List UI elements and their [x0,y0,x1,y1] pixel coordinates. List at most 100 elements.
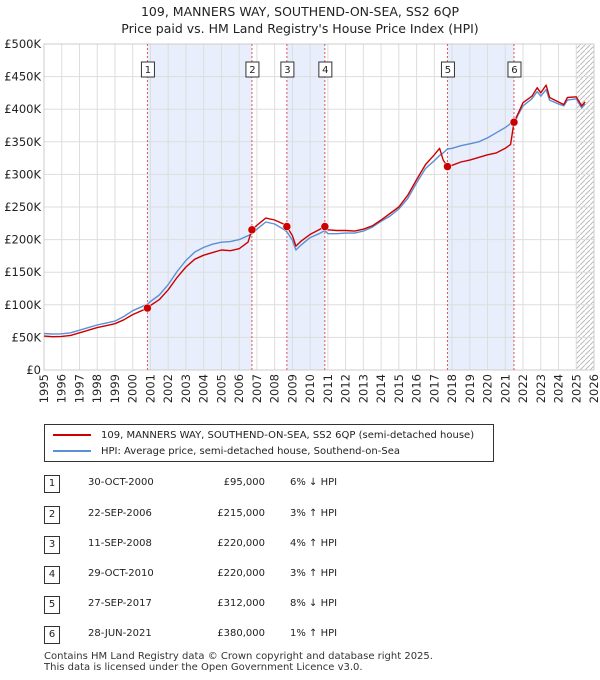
x-tick-label: 2023 [534,374,548,403]
sale-date: 30-OCT-2000 [88,477,154,488]
sale-label-number: 4 [322,65,328,76]
x-tick-label: 2014 [374,374,388,403]
sale-label-number: 6 [511,65,517,76]
sale-hpi-delta: 4% ↑ HPI [290,538,338,549]
x-tick-label: 1996 [55,374,69,403]
x-tick-label: 1997 [72,374,86,403]
footer-attribution: Contains HM Land Registry data © Crown c… [44,651,433,673]
x-tick-label: 1998 [90,374,104,403]
sale-label-box [245,61,260,78]
x-tick-label: 2009 [285,374,299,403]
sale-row: 4 29-OCT-2010 £220,000 3% ↑ HPI [0,564,600,584]
sale-price: £312,000 [217,598,265,609]
sale-point [443,162,452,171]
x-tick-label: 2003 [179,374,193,403]
x-tick-label: 2006 [232,374,246,403]
x-tick-label: 2026 [587,374,600,403]
x-tick-label: 2022 [516,374,530,403]
x-tick-label: 2020 [481,374,495,403]
chart-title: 109, MANNERS WAY, SOUTHEND-ON-SEA, SS2 6… [0,3,600,37]
sale-label-box [280,61,295,78]
sale-point [282,222,292,231]
x-tick-label: 2015 [392,374,406,403]
sale-label-box [440,61,455,78]
sale-row: 2 22-SEP-2006 £215,000 3% ↑ HPI [0,504,600,524]
x-tick-label: 2017 [427,374,441,403]
sale-label-number: 1 [145,65,151,76]
sale-point [143,303,152,313]
price-chart: £0 £50K £100K £150K £200K £250K £300K £350K £400… [4,37,600,403]
y-tick-label: £200K [4,233,41,247]
x-tick-label: 2012 [339,374,353,403]
sale-row: 3 11-SEP-2008 £220,000 4% ↑ HPI [0,534,600,554]
sale-label-box [140,61,155,78]
sale-row: 5 27-SEP-2017 £312,000 8% ↓ HPI [0,594,600,614]
x-tick-label: 1995 [37,374,51,403]
x-tick-label: 2010 [303,374,317,403]
y-tick-label: £450K [4,70,41,84]
sale-label-number: 3 [284,65,290,76]
x-tick-label: 2019 [463,374,477,403]
x-tick-label: 2005 [214,374,228,403]
sale-number: 1 [44,475,60,493]
sale-label-number: 2 [249,65,255,76]
sale-price: £95,000 [223,477,265,488]
x-tick-label: 2011 [321,374,335,403]
sale-row: 6 28-JUN-2021 £380,000 1% ↑ HPI [0,624,600,644]
x-tick-label: 2002 [161,374,175,403]
chart-legend: 109, MANNERS WAY, SOUTHEND-ON-SEA, SS2 6… [44,424,494,462]
sale-number: 4 [44,566,60,584]
x-tick-label: 2004 [197,374,211,403]
sale-price: £215,000 [217,508,265,519]
y-tick-label: £100K [4,298,41,312]
legend-price-label: 109, MANNERS WAY, SOUTHEND-ON-SEA, SS2 6… [101,430,475,441]
x-tick-label: 1999 [108,374,122,403]
sale-label-box [507,61,522,78]
x-tick-label: 2007 [250,374,264,403]
sale-label-box [318,61,333,78]
sale-date: 29-OCT-2010 [88,568,154,579]
sale-price: £380,000 [217,628,265,639]
y-tick-label: £50K [12,330,42,344]
sale-point [509,117,519,127]
x-tick-label: 2000 [126,374,140,403]
x-tick-label: 2008 [268,374,282,403]
y-tick-label: £0 [26,363,41,377]
sale-price: £220,000 [217,568,265,579]
sale-number: 6 [44,626,60,644]
y-tick-label: £500K [4,37,41,51]
y-tick-label: £400K [4,102,41,116]
sale-label-number: 5 [445,65,451,76]
sale-point [247,225,257,235]
footer-line2: This data is licensed under the Open Gov… [44,662,363,673]
legend-price-swatch [53,434,91,436]
x-tick-label: 2025 [569,374,583,403]
sale-date: 11-SEP-2008 [88,538,152,549]
sale-date: 28-JUN-2021 [88,628,152,639]
sale-hpi-delta: 3% ↑ HPI [290,568,338,579]
sale-number: 2 [44,506,60,524]
sale-price: £220,000 [217,538,265,549]
x-tick-label: 2024 [552,374,566,403]
chart-title-line1: 109, MANNERS WAY, SOUTHEND-ON-SEA, SS2 6… [140,4,460,19]
x-tick-label: 2001 [143,374,157,403]
y-tick-label: £250K [4,200,41,214]
sale-hpi-delta: 6% ↓ HPI [290,477,338,488]
x-tick-label: 2018 [445,374,459,403]
plot-frame [43,43,595,371]
legend-hpi-label: HPI: Average price, semi-detached house,… [101,446,400,457]
x-tick-label: 2013 [356,374,370,403]
y-tick-label: £350K [4,135,41,149]
sale-hpi-delta: 3% ↑ HPI [290,508,338,519]
legend-item-hpi: HPI: Average price, semi-detached house,… [53,444,400,460]
legend-hpi-swatch [53,450,91,452]
sale-hpi-delta: 8% ↓ HPI [290,598,338,609]
sale-date: 22-SEP-2006 [88,508,152,519]
x-tick-label: 2016 [410,374,424,403]
sale-number: 5 [44,596,60,614]
sale-date: 27-SEP-2017 [88,598,152,609]
y-tick-label: £300K [4,167,41,181]
footer-line1: Contains HM Land Registry data © Crown c… [44,651,433,662]
sale-row: 1 30-OCT-2000 £95,000 6% ↓ HPI [0,473,600,493]
y-tick-label: £150K [4,265,41,279]
